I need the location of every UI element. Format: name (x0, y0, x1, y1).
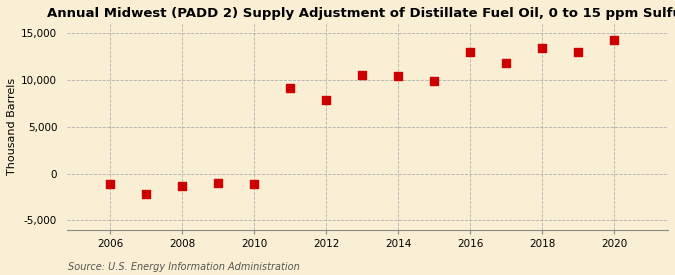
Title: Annual Midwest (PADD 2) Supply Adjustment of Distillate Fuel Oil, 0 to 15 ppm Su: Annual Midwest (PADD 2) Supply Adjustmen… (47, 7, 675, 20)
Point (572, 50, 583, 54)
Text: Source: U.S. Energy Information Administration: Source: U.S. Energy Information Administ… (68, 262, 299, 272)
Point (537, 46, 547, 50)
Point (609, 38, 620, 42)
Point (393, 74, 404, 78)
Point (213, 181, 223, 185)
Point (177, 184, 188, 188)
Point (105, 182, 115, 186)
Point (141, 192, 152, 196)
Y-axis label: Thousand Barrels: Thousand Barrels (7, 78, 17, 175)
Point (429, 79, 439, 83)
Point (285, 85, 296, 90)
Point (464, 50, 475, 54)
Point (501, 61, 512, 65)
Point (321, 98, 331, 102)
Point (248, 182, 259, 186)
Point (356, 73, 367, 78)
